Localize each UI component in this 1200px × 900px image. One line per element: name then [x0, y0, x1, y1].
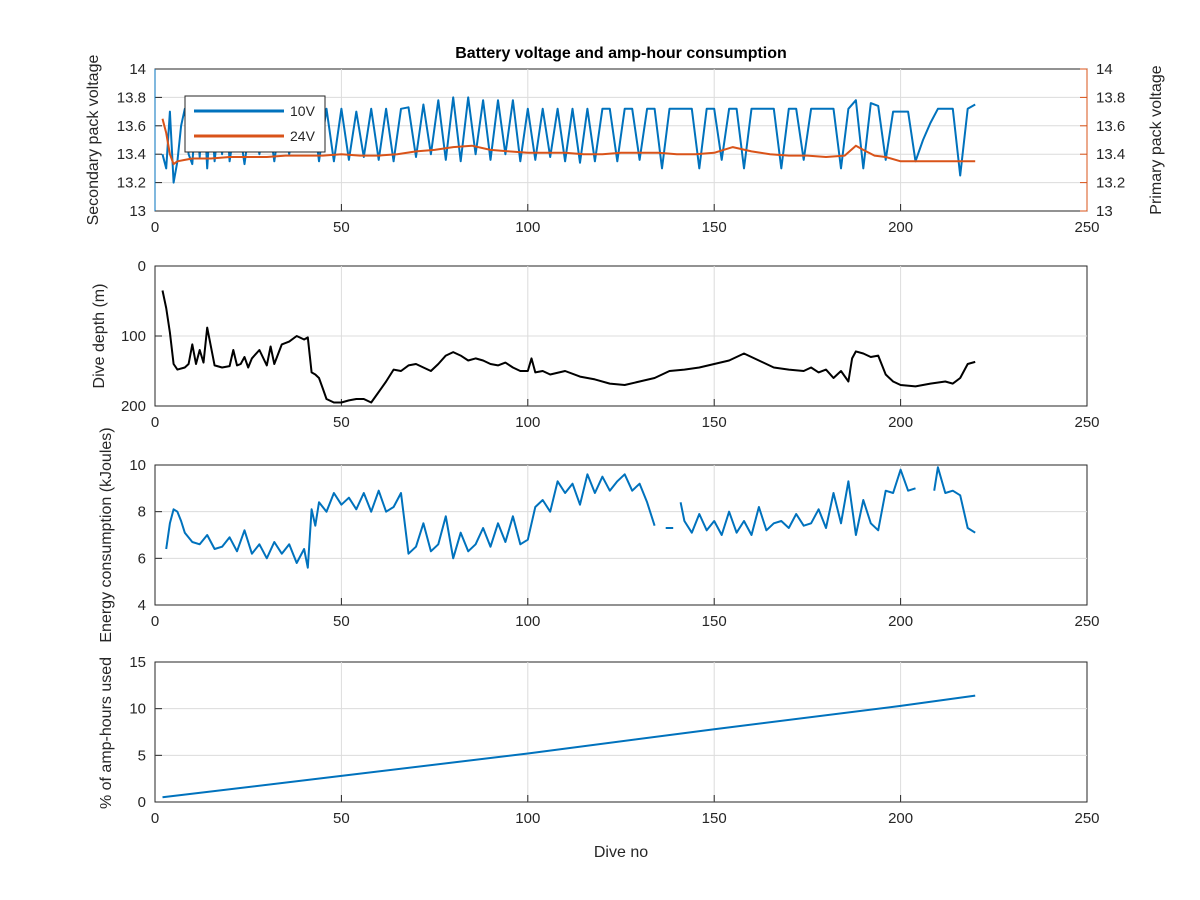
y-tick-label: 6 [138, 550, 146, 567]
x-tick-label: 150 [702, 219, 727, 236]
y-tick-label: 0 [138, 794, 146, 811]
series-line-24v [161, 118, 976, 166]
y-tick-label: 13.2 [117, 175, 146, 192]
series-line-panel3-seg1 [165, 473, 656, 569]
x-tick-label: 200 [888, 414, 913, 431]
y-tick-label: 200 [121, 398, 146, 415]
x-tick-label: 0 [151, 613, 159, 630]
x-tick-label: 200 [888, 613, 913, 630]
x-tick-label: 50 [333, 613, 350, 630]
y-tick-label: 10 [129, 457, 146, 474]
x-tick-label: 0 [151, 810, 159, 827]
y-tick-label: 13.8 [117, 89, 146, 106]
right-y-tick-label: 13.4 [1096, 146, 1125, 163]
x-tick-label: 100 [515, 219, 540, 236]
y-tick-label: 0 [138, 258, 146, 275]
x-tick-label: 100 [515, 414, 540, 431]
right-y-tick-label: 13.8 [1096, 89, 1125, 106]
xlabel-dive-no: Dive no [594, 844, 648, 861]
x-tick-label: 200 [888, 219, 913, 236]
x-tick-label: 250 [1074, 414, 1099, 431]
y-tick-label: 10 [129, 701, 146, 718]
ylabel-amp-hours: % of amp-hours used [98, 657, 115, 809]
right-y-tick-label: 13 [1096, 203, 1113, 220]
x-tick-label: 50 [333, 219, 350, 236]
y-tick-label: 13 [129, 203, 146, 220]
legend: 10V 24V [184, 95, 326, 153]
y-tick-label: 14 [129, 61, 146, 78]
x-tick-label: 100 [515, 613, 540, 630]
right-y-tick-label: 13.2 [1096, 175, 1125, 192]
right-ylabel-voltage: Primary pack voltage [1148, 65, 1165, 214]
right-y-tick-label: 13.6 [1096, 118, 1125, 135]
series-line-panel3-seg3 [679, 468, 916, 536]
y-tick-label: 5 [138, 747, 146, 764]
x-tick-label: 150 [702, 613, 727, 630]
chart-title: Battery voltage and amp-hour consumption [455, 45, 787, 62]
legend-label-10v: 10V [290, 103, 316, 119]
x-tick-label: 0 [151, 219, 159, 236]
x-tick-label: 150 [702, 414, 727, 431]
x-tick-label: 150 [702, 810, 727, 827]
plot-area [154, 464, 1088, 606]
ylabel-depth: Dive depth (m) [91, 284, 108, 389]
y-tick-label: 8 [138, 504, 146, 521]
y-tick-label: 13.4 [117, 146, 146, 163]
legend-label-24v: 24V [290, 128, 316, 144]
series-line-panel4 [162, 694, 976, 799]
x-tick-label: 250 [1074, 219, 1099, 236]
legend-box [184, 95, 326, 153]
y-tick-label: 13.6 [117, 118, 146, 135]
series-line-panel3-seg4 [933, 466, 976, 534]
axes-panel-4: 0 50 100 150 200 250 0 5 10 15 [129, 654, 1099, 827]
series-line-panel2 [161, 290, 976, 404]
x-tick-label: 50 [333, 414, 350, 431]
x-tick-label: 50 [333, 810, 350, 827]
left-ylabel-voltage: Secondary pack voltage [85, 55, 102, 226]
y-tick-label: 15 [129, 654, 146, 671]
x-tick-label: 0 [151, 414, 159, 431]
axes-panel-2: 0 50 100 150 200 250 0 100 200 [121, 258, 1100, 431]
right-y-tick-label: 14 [1096, 61, 1113, 78]
x-tick-label: 250 [1074, 810, 1099, 827]
x-tick-label: 250 [1074, 613, 1099, 630]
x-tick-label: 200 [888, 810, 913, 827]
x-tick-label: 100 [515, 810, 540, 827]
ylabel-energy: Energy consumption (kJoules) [98, 427, 115, 642]
y-tick-label: 100 [121, 328, 146, 345]
y-tick-label: 4 [138, 597, 146, 614]
